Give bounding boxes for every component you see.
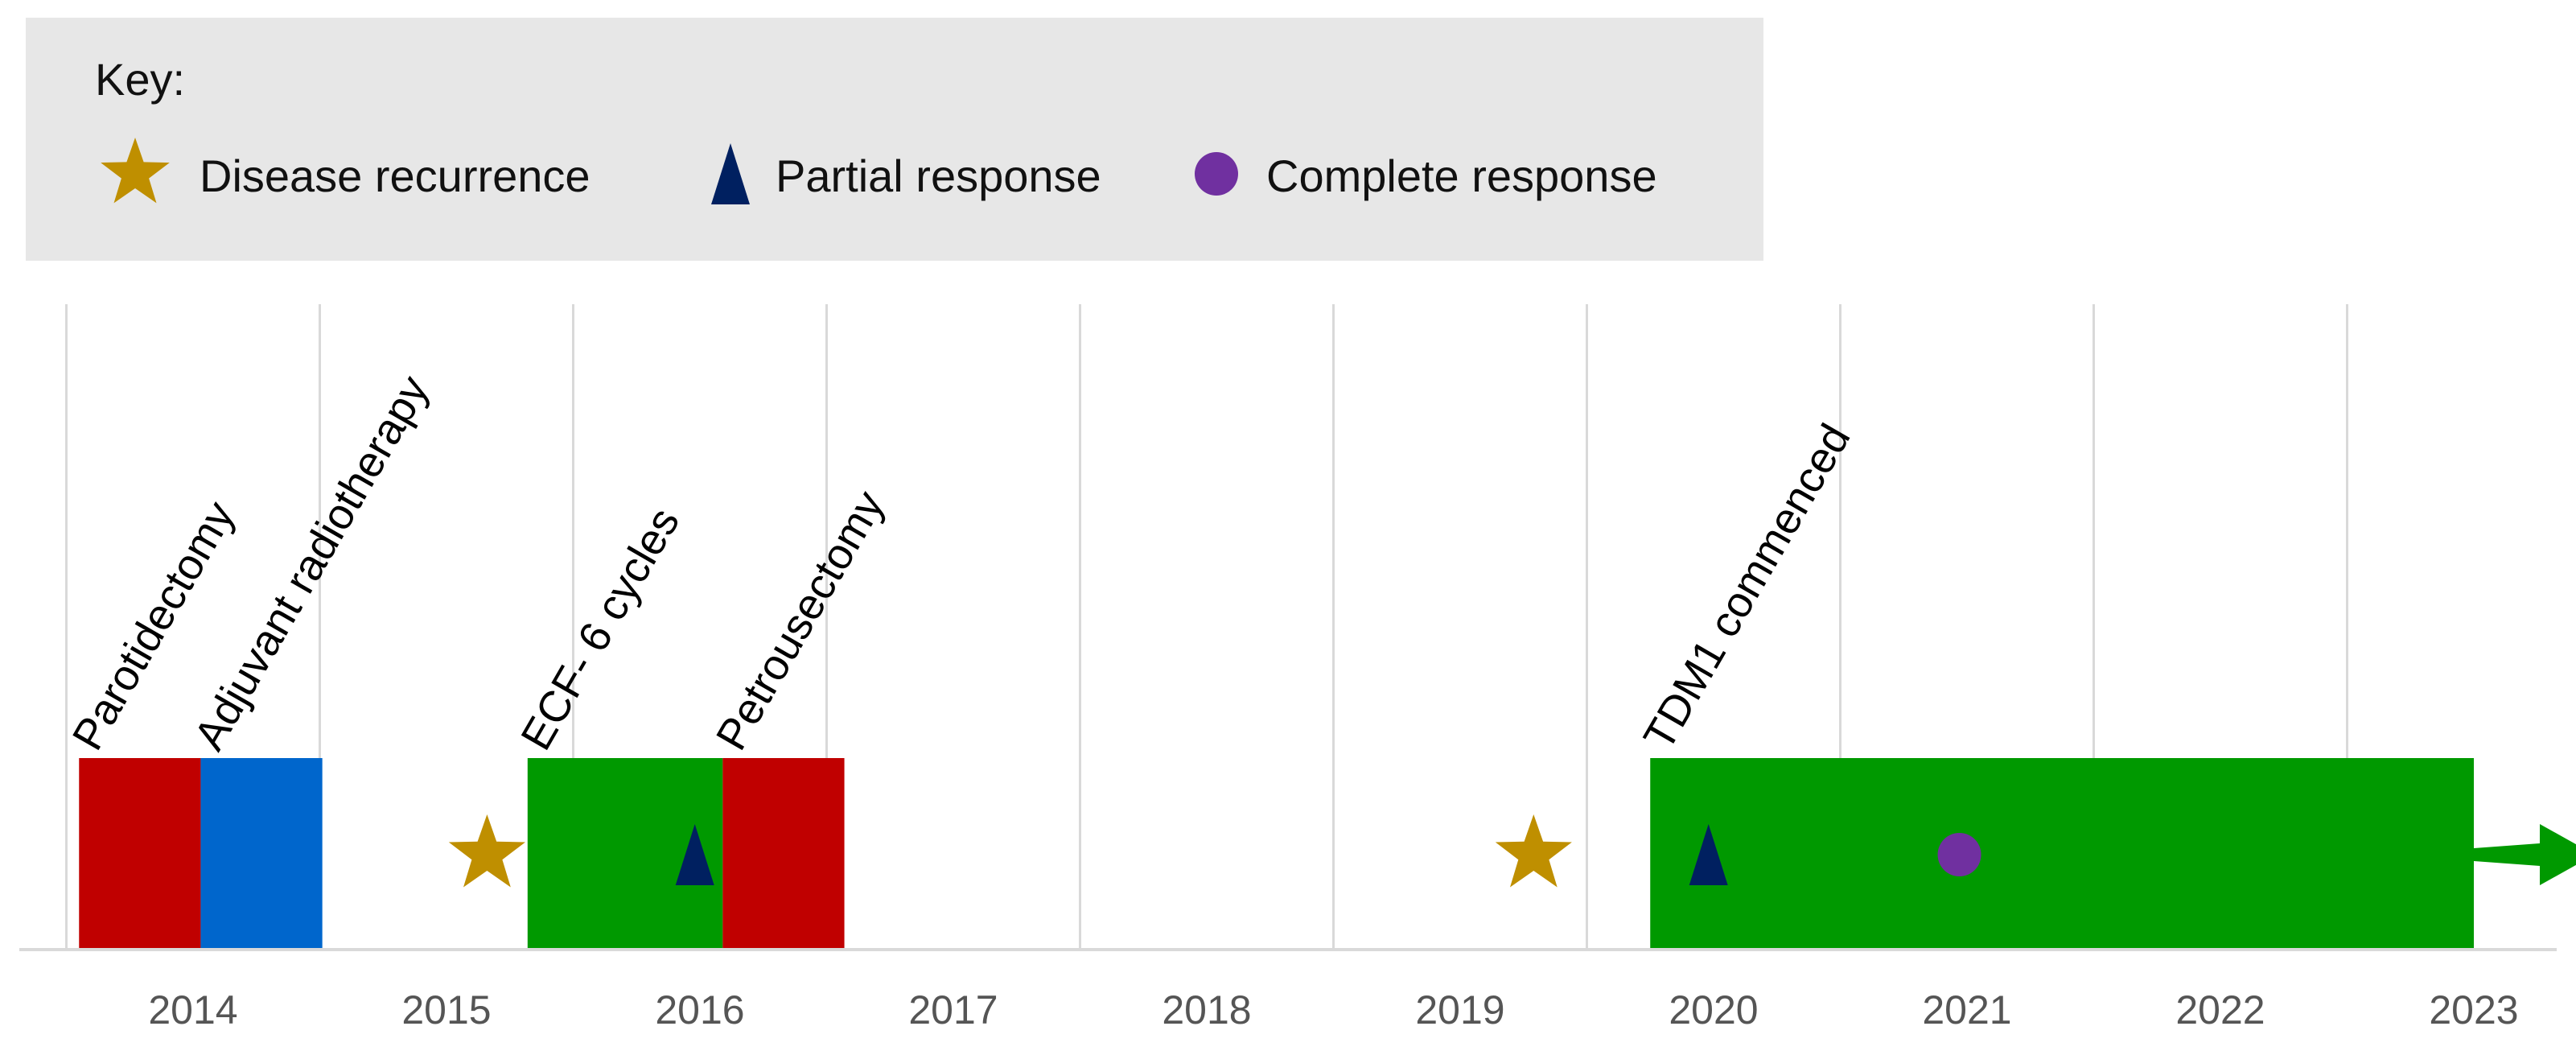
event-marker-triangle: [1689, 824, 1728, 885]
x-tick-label: 2021: [1922, 987, 2011, 1032]
event-markers: [448, 814, 1981, 888]
period-bar: [722, 758, 845, 951]
event-marker-triangle: [675, 824, 714, 885]
event-marker-circle: [1937, 833, 1981, 876]
legend-marker-triangle: [711, 143, 750, 204]
legend-marker-star: [101, 138, 170, 204]
x-axis-ticks: 2014 2015 2016 2017 2018 2019 2020 2021 2022 2023: [148, 987, 2518, 1032]
x-tick-label: 2020: [1669, 987, 1758, 1032]
x-tick-label: 2019: [1415, 987, 1504, 1032]
period-bar: [79, 758, 201, 951]
period-label: ECF- 6 cycles: [512, 500, 689, 758]
legend: Key: Disease recurrence Partial response C…: [26, 18, 1763, 261]
x-tick-label: 2016: [655, 987, 744, 1032]
x-tick-label: 2015: [401, 987, 491, 1032]
legend-label: Complete response: [1266, 150, 1657, 201]
legend-label: Disease recurrence: [200, 150, 591, 201]
period-label: Petrousectomy: [707, 483, 894, 758]
x-tick-label: 2023: [2429, 987, 2518, 1032]
event-marker-star: [448, 814, 525, 888]
period-label: Adjuvant radiotherapy: [185, 368, 438, 758]
legend-marker-circle: [1195, 152, 1238, 196]
x-tick-label: 2017: [908, 987, 998, 1032]
legend-title: Key:: [95, 54, 185, 105]
event-marker-star: [1495, 814, 1572, 888]
treatment-periods: [79, 758, 2576, 951]
period-bar: [200, 758, 323, 951]
period-label: TDM1 commenced: [1635, 416, 1860, 758]
legend-background: [26, 18, 1763, 261]
x-tick-label: 2014: [148, 987, 237, 1032]
ongoing-arrow: [2474, 824, 2576, 885]
period-bar: [1650, 758, 2474, 951]
x-tick-label: 2022: [2175, 987, 2265, 1032]
x-tick-label: 2018: [1162, 987, 1251, 1032]
legend-label: Partial response: [776, 150, 1101, 201]
legend-entries: Disease recurrence Partial response Comple…: [101, 138, 1657, 204]
